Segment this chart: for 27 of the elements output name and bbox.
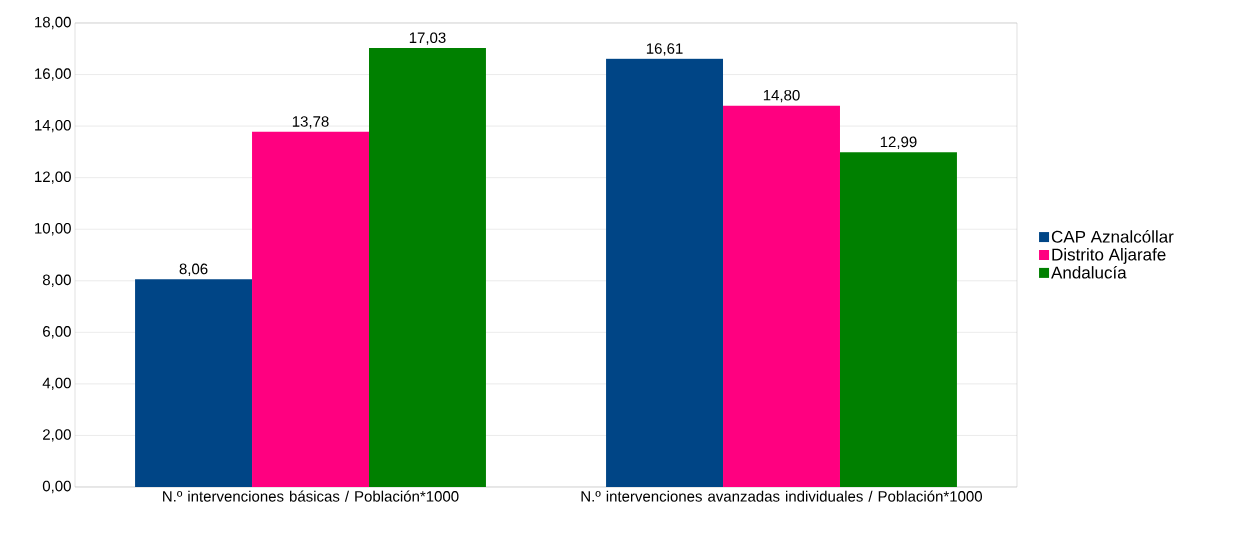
data-label: 14,80	[763, 89, 800, 103]
data-label: 16,61	[646, 43, 683, 56]
legend-label: Andalucía	[1051, 265, 1127, 279]
y-tick-label: 14,00	[35, 119, 71, 133]
bar	[606, 58, 724, 487]
bar	[252, 131, 369, 487]
bar	[368, 48, 486, 487]
x-tick-label: N.º intervenciones básicas / Población*1000	[163, 490, 459, 502]
y-tick-label: 10,00	[35, 223, 71, 236]
bar	[839, 152, 957, 487]
y-tick-label: 4,00	[42, 377, 71, 391]
y-tick-label: 8,00	[42, 274, 71, 287]
data-label: 17,03	[409, 32, 446, 45]
y-tick-label: 0,00	[42, 480, 71, 494]
legend-label: CAP Aznalcóllar	[1051, 230, 1174, 243]
data-label: 13,78	[292, 116, 329, 129]
bar	[723, 105, 840, 487]
y-tick-label: 2,00	[43, 429, 71, 442]
y-tick-label: 18,00	[35, 16, 71, 30]
y-tick-label: 6,00	[43, 326, 71, 339]
data-label: 12,99	[880, 136, 917, 149]
legend-label: Distrito Aljarafe	[1052, 248, 1166, 264]
data-label: 8,06	[179, 263, 208, 277]
x-tick-label: N.º intervenciones avanzadas individuales / Población*1000	[581, 490, 983, 502]
bar	[135, 279, 253, 487]
y-tick-label: 12,00	[35, 171, 71, 184]
y-tick-label: 16,00	[35, 68, 71, 81]
